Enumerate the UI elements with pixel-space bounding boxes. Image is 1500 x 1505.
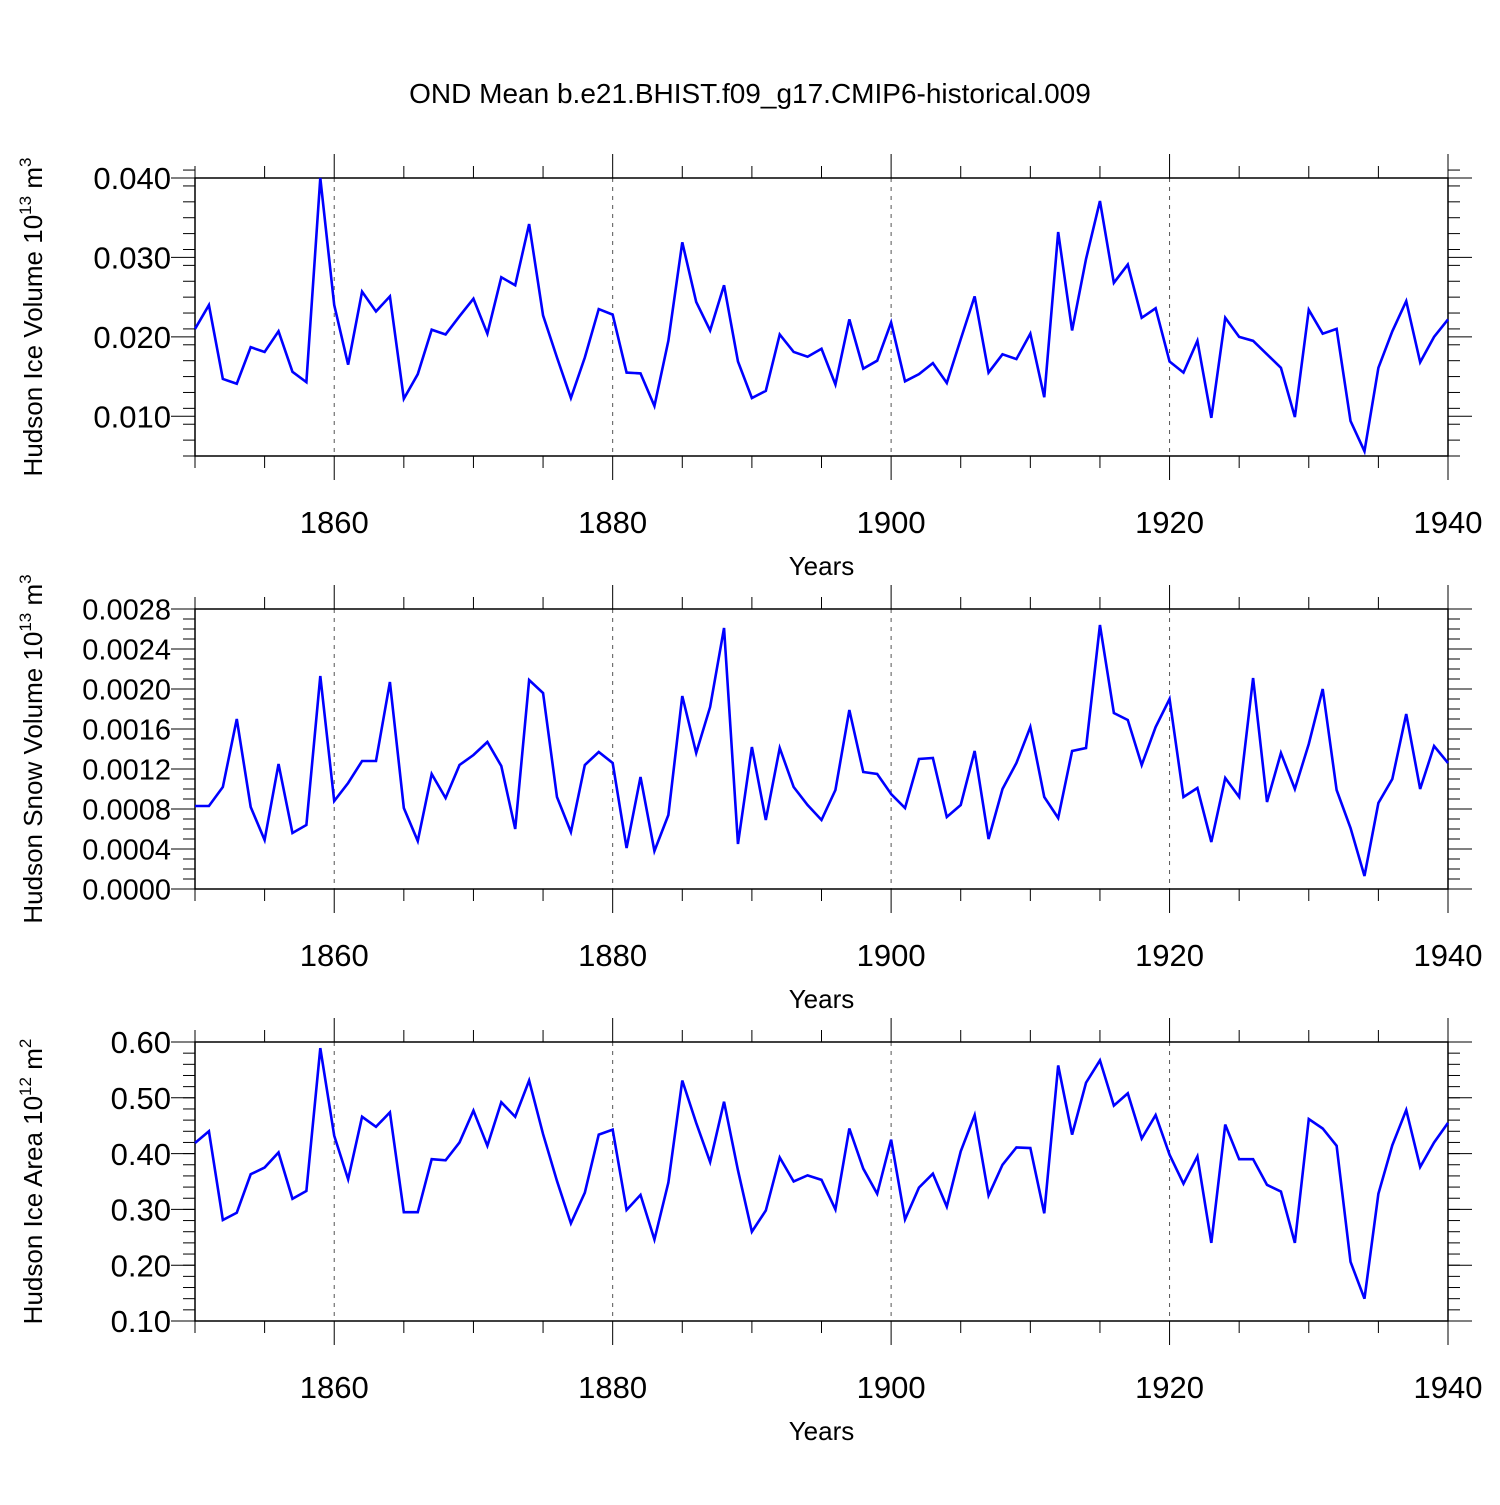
panel-1-x-axis-label: Years [789,551,855,581]
panel-2-x-tick-label: 1880 [578,938,647,973]
panel-3-x-axis-label: Years [789,1416,855,1446]
chart-panel-1: 0.010 0.020 0.030 0.040 1860 1880 1900 1920 1940… [16,154,1482,581]
panel-3-x-tick-label: 1900 [857,1370,926,1405]
panel-1-x-tick-label: 1940 [1414,505,1483,540]
panel-1-y-tick-label: 0.010 [93,399,171,434]
panel-1-y-tick-label: 0.030 [93,241,171,276]
panel-2-y-tick-label: 0.0004 [82,834,171,866]
panel-1-plot-frame [194,177,1449,457]
panel-2-x-tick-label: 1920 [1135,938,1204,973]
panel-1-y-tick-label: 0.040 [93,161,171,196]
chart-panel-2: 0.0000 0.0004 0.0008 0.0012 0.0016 0.0020 0.00… [16,574,1482,1014]
panel-2-x-axis-label: Years [789,984,855,1014]
panel-2-series-line [195,624,1450,877]
panel-3-y-tick-label: 0.20 [111,1248,171,1283]
panel-2-x-tick-label: 1860 [300,938,369,973]
panel-3-x-tick-label: 1940 [1414,1370,1483,1405]
panel-3-y-tick-label: 0.10 [111,1304,171,1339]
panel-1-x-tick-label: 1880 [578,505,647,540]
panel-2-y-tick-label: 0.0024 [82,634,171,666]
panel-3-y-tick-label: 0.30 [111,1193,171,1228]
panel-2-x-tick-label: 1940 [1414,938,1483,973]
figure-title: OND Mean b.e21.BHIST.f09_g17.CMIP6-histo… [409,78,1091,109]
panel-1-y-tick-label: 0.020 [93,320,171,355]
panel-2-y-tick-label: 0.0028 [82,594,171,626]
chart-panel-3: 0.10 0.20 0.30 0.40 0.50 0.60 1860 1880 1900 1920… [16,1018,1482,1446]
panel-3-x-tick-label: 1920 [1135,1370,1204,1405]
panel-2-x-tick-label: 1900 [857,938,926,973]
panel-1-y-axis-label: Hudson Ice Volume 1013 m3 [16,158,48,477]
panel-3-x-tick-label: 1860 [300,1370,369,1405]
panel-2-y-tick-label: 0.0000 [82,874,171,906]
panel-1-x-tick-label: 1900 [857,505,926,540]
panel-2-y-tick-label: 0.0016 [82,714,171,746]
panel-1-series-line [193,177,1450,456]
panel-2-y-tick-label: 0.0020 [82,674,171,706]
panel-2-y-tick-label: 0.0008 [82,794,171,826]
panel-3-x-tick-label: 1880 [578,1370,647,1405]
panel-3-series-line [194,1047,1450,1300]
panel-2-y-tick-label: 0.0012 [82,754,171,786]
panel-3-y-tick-label: 0.50 [111,1081,171,1116]
panel-3-y-tick-label: 0.60 [111,1025,171,1060]
panel-2-y-axis-label: Hudson Snow Volume 1013 m3 [16,574,48,923]
panel-3-y-tick-label: 0.40 [111,1137,171,1172]
panel-1-x-tick-label: 1860 [300,505,369,540]
panel-3-y-axis-label: Hudson Ice Area 1012 m2 [16,1039,48,1325]
panel-1-x-tick-label: 1920 [1135,505,1204,540]
